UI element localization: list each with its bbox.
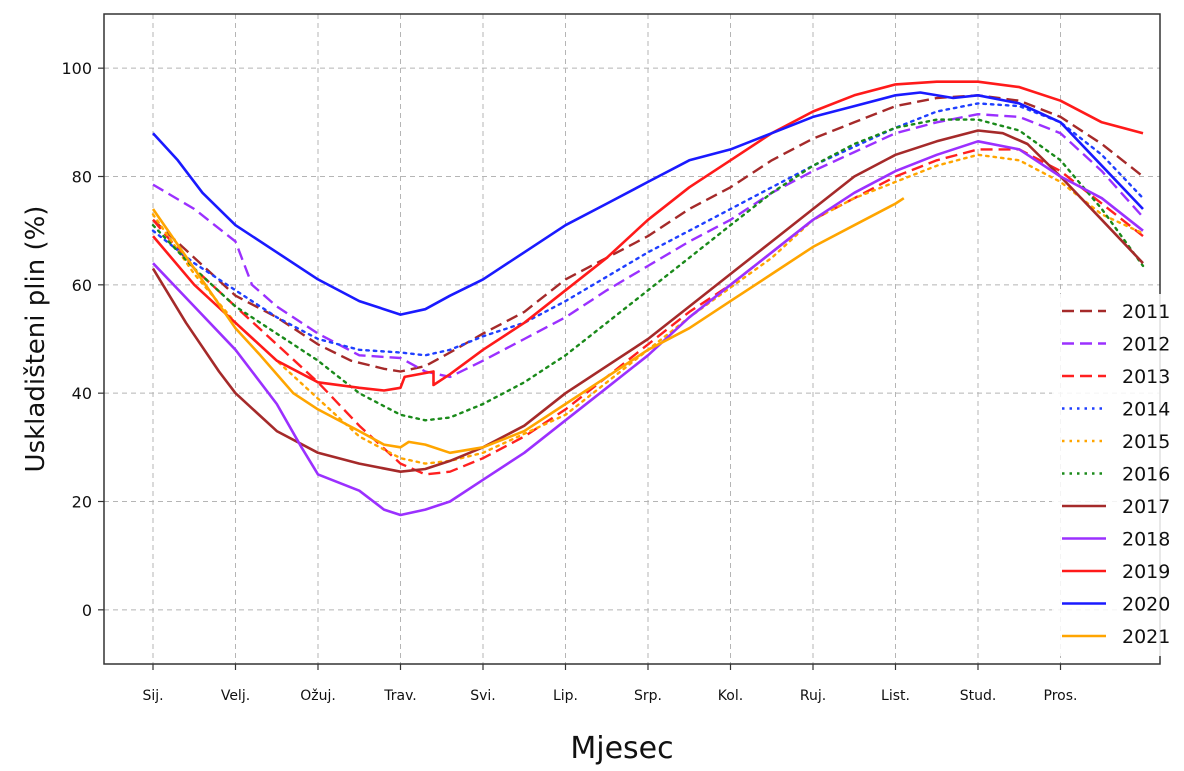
plot-frame bbox=[103, 13, 1161, 665]
series-line-2012 bbox=[152, 113, 1144, 379]
series-line-2021 bbox=[151, 197, 905, 455]
x-axis-ticks: Sij. Velj. Ožuj. Trav. Svi. Lip. Srp. Kol. Ruj. L… bbox=[142, 664, 1077, 704]
legend-label-2018: 2018 bbox=[1122, 529, 1170, 551]
y-tick-label: 60 bbox=[72, 276, 92, 295]
legend-label-2013: 2013 bbox=[1122, 366, 1170, 388]
y-axis-ticks: 0 20 40 60 80 100 bbox=[61, 59, 104, 620]
legend-label-2016: 2016 bbox=[1122, 464, 1170, 486]
x-axis-label: Mjesec bbox=[570, 731, 673, 766]
y-axis-label: Uskladišteni plin (%) bbox=[21, 206, 51, 473]
series-line-2013 bbox=[152, 148, 1144, 476]
x-tick-label: Stud. bbox=[960, 688, 997, 704]
y-tick-label: 80 bbox=[72, 168, 92, 187]
legend-label-2011: 2011 bbox=[1122, 301, 1170, 323]
legend: 2011 2012 2013 2014 2015 2016 2017 2018 2019 2020… bbox=[1052, 294, 1178, 656]
legend-label-2014: 2014 bbox=[1122, 399, 1170, 421]
x-tick-label: Velj. bbox=[221, 688, 250, 704]
grid bbox=[104, 14, 1160, 664]
series-line-2019 bbox=[152, 80, 1144, 392]
x-tick-label: Lip. bbox=[553, 688, 578, 704]
legend-label-2020: 2020 bbox=[1122, 594, 1170, 616]
series-line-2018 bbox=[152, 140, 1144, 517]
x-tick-label: List. bbox=[881, 688, 910, 704]
series-line-2015 bbox=[151, 153, 1145, 465]
series-lines bbox=[151, 80, 1145, 517]
x-tick-label: Sij. bbox=[142, 688, 163, 704]
legend-label-2017: 2017 bbox=[1122, 496, 1170, 518]
y-tick-label: 0 bbox=[82, 601, 92, 620]
legend-label-2012: 2012 bbox=[1122, 334, 1170, 356]
x-tick-label: Pros. bbox=[1044, 688, 1078, 704]
x-tick-label: Srp. bbox=[634, 688, 662, 704]
legend-label-2015: 2015 bbox=[1122, 431, 1170, 453]
legend-box bbox=[1052, 294, 1178, 656]
x-tick-label: Svi. bbox=[470, 688, 496, 704]
y-tick-label: 20 bbox=[72, 493, 92, 512]
series-line-2014 bbox=[151, 102, 1145, 357]
x-tick-label: Kol. bbox=[718, 688, 743, 704]
x-tick-label: Ruj. bbox=[800, 688, 826, 704]
series-line-2020 bbox=[152, 91, 1144, 316]
y-tick-label: 100 bbox=[61, 59, 92, 78]
series-line-2016 bbox=[151, 118, 1145, 422]
legend-label-2021: 2021 bbox=[1122, 626, 1170, 648]
y-tick-label: 40 bbox=[72, 384, 92, 403]
legend-label-2019: 2019 bbox=[1122, 561, 1170, 583]
x-tick-label: Ožuj. bbox=[300, 688, 336, 704]
x-tick-label: Trav. bbox=[383, 688, 416, 704]
